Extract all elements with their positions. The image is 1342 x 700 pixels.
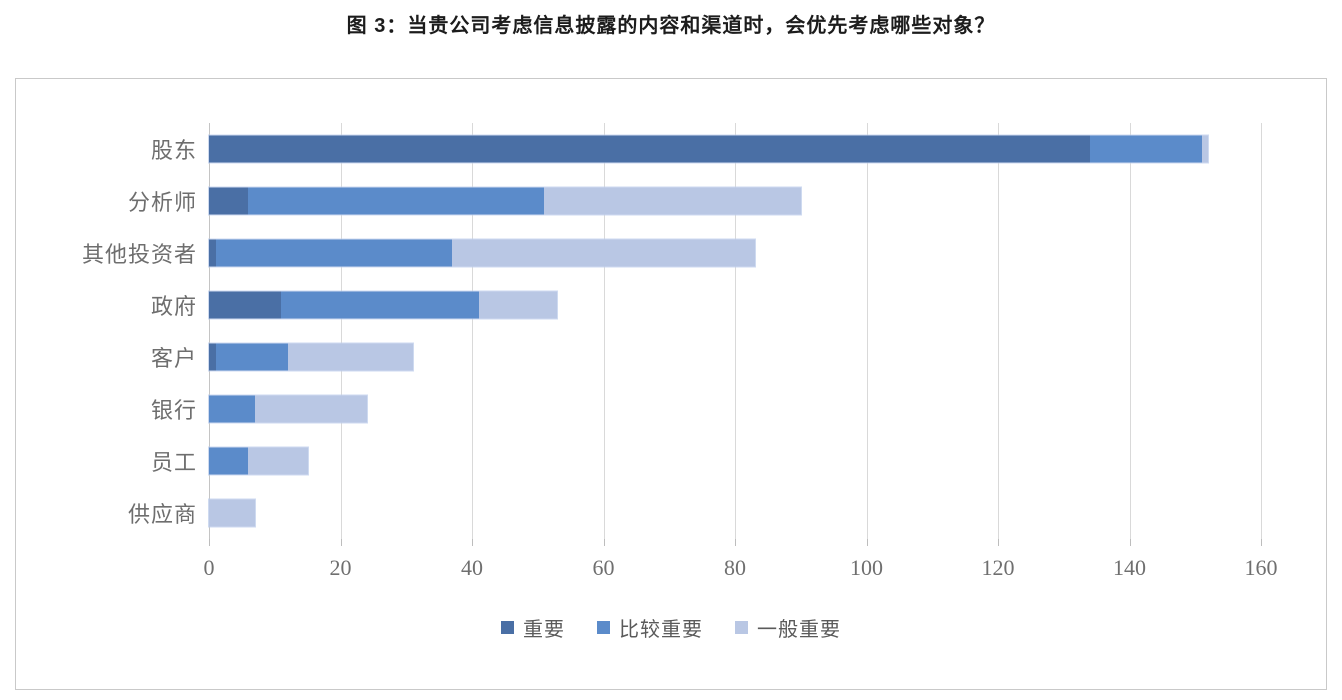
x-tick-mark bbox=[1129, 539, 1131, 546]
x-tick-mark bbox=[340, 539, 342, 546]
category-label: 政府 bbox=[150, 294, 197, 319]
category-axis: 股东分析师其他投资者政府客户银行员工供应商 bbox=[16, 123, 197, 539]
gridline-120 bbox=[998, 123, 999, 539]
gridline-140 bbox=[1129, 123, 1131, 539]
gridline-80 bbox=[735, 123, 736, 539]
x-tick-label: 80 bbox=[724, 555, 746, 580]
bar-row-6 bbox=[208, 383, 1261, 435]
category-label: 银行 bbox=[150, 398, 197, 423]
chart-frame: 股东分析师其他投资者政府客户银行员工供应商 0 20 40 60 80 100 120 140… bbox=[15, 78, 1327, 690]
x-tick-mark bbox=[1261, 539, 1262, 546]
x-tick-label: 0 bbox=[203, 555, 215, 580]
bar-segment-一般重要 bbox=[287, 343, 413, 371]
bar-row-2 bbox=[208, 175, 1261, 227]
figure-title: 图 3：当贵公司考虑信息披露的内容和渠道时，会优先考虑哪些对象？ bbox=[346, 15, 996, 37]
bar-segment-重要 bbox=[209, 239, 216, 267]
bar-row-1 bbox=[207, 123, 1261, 175]
bar-segment-一般重要 bbox=[255, 395, 367, 423]
gridline-60 bbox=[603, 123, 605, 539]
legend-label: 一般重要 bbox=[757, 619, 841, 641]
bar-row-5 bbox=[208, 331, 1261, 383]
bar-segment-比较重要 bbox=[1090, 135, 1202, 163]
bar-segment-比较重要 bbox=[215, 239, 453, 267]
bar-segment-重要 bbox=[209, 343, 216, 371]
legend: 重要 比较重要 一般重要 bbox=[16, 613, 1326, 642]
bar-row-4 bbox=[207, 279, 1261, 331]
gridline-20 bbox=[340, 123, 342, 539]
legend-label: 重要 bbox=[523, 619, 565, 641]
gridline-40 bbox=[472, 123, 473, 539]
bar-segment-一般重要 bbox=[209, 499, 256, 527]
x-tick-mark bbox=[735, 539, 736, 546]
bar-segment-比较重要 bbox=[248, 187, 545, 215]
y-axis-line bbox=[209, 123, 210, 539]
bar-segment-重要 bbox=[209, 291, 282, 319]
bar-segment-一般重要 bbox=[478, 291, 558, 319]
bar-segment-重要 bbox=[209, 135, 1091, 163]
bar-row-7 bbox=[208, 435, 1261, 487]
bar-row-8 bbox=[207, 487, 1261, 539]
x-tick-label: 40 bbox=[461, 555, 483, 580]
bar-stack bbox=[208, 238, 756, 268]
bar-segment-一般重要 bbox=[452, 239, 755, 267]
bar-segment-一般重要 bbox=[1201, 135, 1209, 163]
bar-stack bbox=[207, 290, 559, 320]
legend-label: 比较重要 bbox=[619, 619, 703, 641]
bar-stack bbox=[208, 342, 414, 372]
legend-swatch bbox=[597, 621, 610, 634]
x-tick-label: 20 bbox=[329, 555, 352, 580]
bar-stack bbox=[207, 498, 257, 528]
bar-stack bbox=[207, 134, 1210, 164]
bar-stack bbox=[208, 186, 802, 216]
plot-area bbox=[207, 123, 1262, 539]
x-tick-label: 120 bbox=[981, 555, 1015, 580]
category-label: 员工 bbox=[150, 450, 197, 475]
x-tick-mark bbox=[603, 539, 605, 546]
x-tick-label: 60 bbox=[592, 555, 615, 580]
gridline-160 bbox=[1261, 123, 1262, 539]
legend-item-一般重要: 一般重要 bbox=[735, 613, 841, 642]
x-axis: 0 20 40 60 80 100 120 140 160 bbox=[204, 539, 1278, 585]
x-tick-label: 100 bbox=[850, 555, 883, 580]
bar-segment-一般重要 bbox=[544, 187, 801, 215]
x-tick-mark bbox=[209, 539, 210, 546]
x-tick-label: 160 bbox=[1244, 555, 1278, 580]
legend-swatch bbox=[501, 621, 514, 634]
x-tick-mark bbox=[866, 539, 868, 546]
bar-segment-比较重要 bbox=[209, 447, 249, 475]
bar-segment-比较重要 bbox=[215, 343, 288, 371]
category-label: 其他投资者 bbox=[81, 242, 197, 267]
legend-swatch bbox=[735, 621, 748, 634]
x-tick-mark bbox=[472, 539, 473, 546]
bar-segment-一般重要 bbox=[248, 447, 308, 475]
bar-stack bbox=[208, 446, 309, 476]
x-tick-mark bbox=[998, 539, 999, 546]
category-label: 客户 bbox=[150, 346, 197, 371]
bar-row-3 bbox=[208, 227, 1261, 279]
gridline-100 bbox=[866, 123, 868, 539]
category-label: 股东 bbox=[150, 138, 197, 163]
legend-item-重要: 重要 bbox=[501, 613, 565, 642]
bar-segment-重要 bbox=[209, 187, 249, 215]
x-tick-label: 140 bbox=[1113, 555, 1146, 580]
bar-segment-比较重要 bbox=[281, 291, 479, 319]
bar-segment-比较重要 bbox=[209, 395, 256, 423]
bar-stack bbox=[208, 394, 368, 424]
legend-item-比较重要: 比较重要 bbox=[597, 613, 703, 642]
category-label: 分析师 bbox=[127, 190, 197, 215]
category-label: 供应商 bbox=[127, 502, 197, 527]
